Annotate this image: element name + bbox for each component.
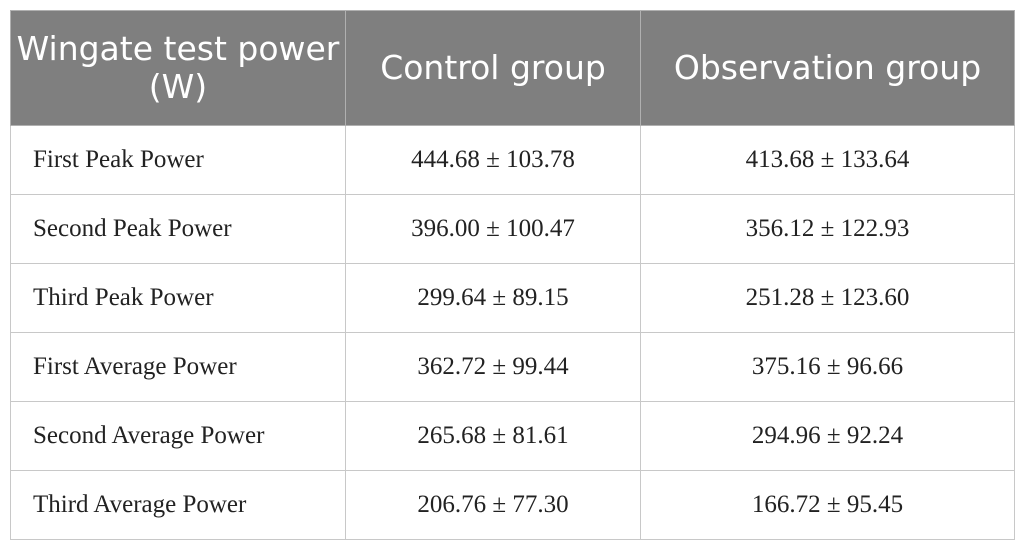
table-row: Third Average Power 206.76 ± 77.30 166.72 … (10, 470, 1015, 540)
value-cell: 362.72 ± 99.44 (345, 332, 641, 402)
value-cell: 206.76 ± 77.30 (345, 470, 641, 540)
header-row: Wingate test power (W) Control group Obs… (10, 10, 1015, 126)
row-label: Third Average Power (10, 470, 346, 540)
row-label: Second Peak Power (10, 194, 346, 264)
table-row: First Average Power 362.72 ± 99.44 375.16 … (10, 332, 1015, 402)
header-cell: Control group (345, 10, 641, 126)
value-cell: 356.12 ± 122.93 (640, 194, 1015, 264)
table-row: First Peak Power 444.68 ± 103.78 413.68 ± … (10, 125, 1015, 195)
table-row: Third Peak Power 299.64 ± 89.15 251.28 ± 1… (10, 263, 1015, 333)
value-cell: 299.64 ± 89.15 (345, 263, 641, 333)
row-label: Third Peak Power (10, 263, 346, 333)
table-body: First Peak Power 444.68 ± 103.78 413.68 ± … (10, 125, 1015, 540)
value-cell: 413.68 ± 133.64 (640, 125, 1015, 195)
value-cell: 294.96 ± 92.24 (640, 401, 1015, 471)
value-cell: 265.68 ± 81.61 (345, 401, 641, 471)
table-row: Second Peak Power 396.00 ± 100.47 356.12 ±… (10, 194, 1015, 264)
value-cell: 396.00 ± 100.47 (345, 194, 641, 264)
row-label: First Average Power (10, 332, 346, 402)
header-cell: Wingate test power (W) (10, 10, 346, 126)
header-cell: Observation group (640, 10, 1015, 126)
row-label: Second Average Power (10, 401, 346, 471)
value-cell: 251.28 ± 123.60 (640, 263, 1015, 333)
row-label: First Peak Power (10, 125, 346, 195)
value-cell: 166.72 ± 95.45 (640, 470, 1015, 540)
data-table: Wingate test power (W) Control group Obs… (10, 10, 1015, 540)
table-row: Second Average Power 265.68 ± 81.61 294.96… (10, 401, 1015, 471)
value-cell: 375.16 ± 96.66 (640, 332, 1015, 402)
value-cell: 444.68 ± 103.78 (345, 125, 641, 195)
